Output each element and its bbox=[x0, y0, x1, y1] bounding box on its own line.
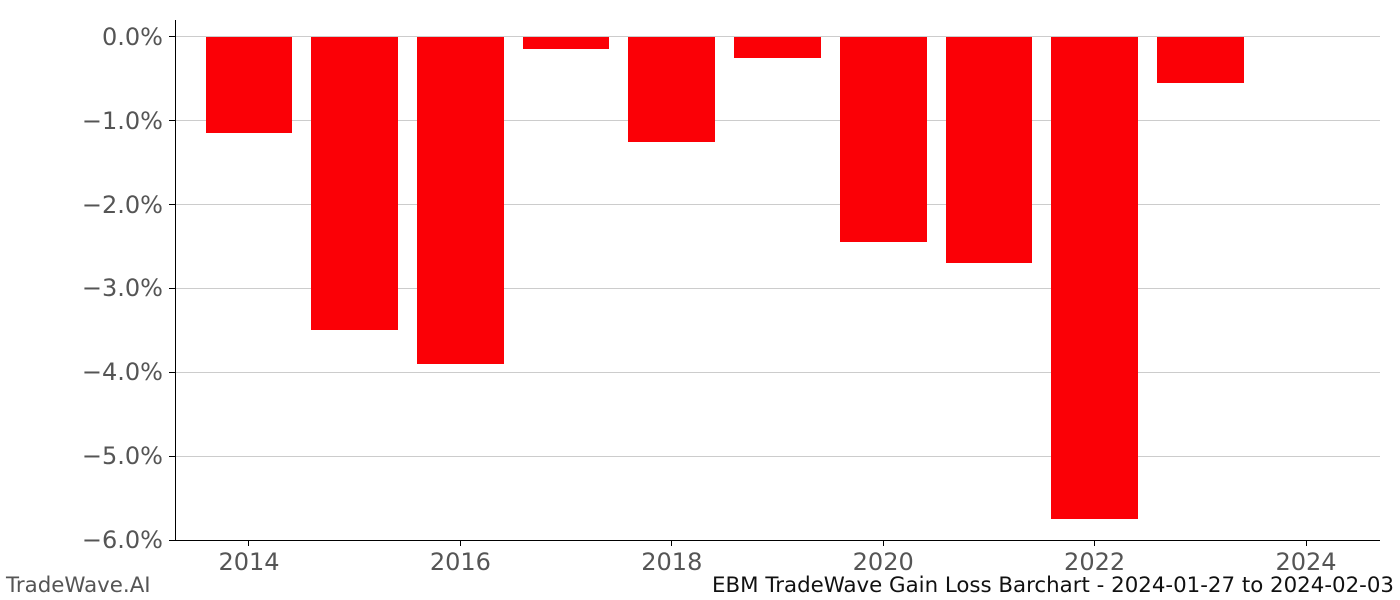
bar bbox=[734, 37, 821, 58]
y-tick-label: −2.0% bbox=[82, 191, 163, 219]
x-tick-mark bbox=[1306, 540, 1307, 546]
bar bbox=[946, 37, 1033, 263]
x-tick-label: 2022 bbox=[1064, 548, 1125, 576]
plot-area: 0.0%−1.0%−2.0%−3.0%−4.0%−5.0%−6.0%201420… bbox=[175, 20, 1380, 540]
y-tick-label: 0.0% bbox=[102, 23, 163, 51]
footer-right-label: EBM TradeWave Gain Loss Barchart - 2024-… bbox=[712, 573, 1394, 598]
x-axis-spine bbox=[175, 540, 1380, 541]
bar bbox=[1157, 37, 1244, 83]
x-tick-label: 2014 bbox=[218, 548, 279, 576]
x-tick-mark bbox=[248, 540, 249, 546]
x-tick-label: 2018 bbox=[641, 548, 702, 576]
bar bbox=[206, 37, 293, 133]
x-tick-label: 2016 bbox=[430, 548, 491, 576]
footer-left-label: TradeWave.AI bbox=[6, 573, 151, 598]
y-tick-label: −3.0% bbox=[82, 274, 163, 302]
y-tick-label: −5.0% bbox=[82, 442, 163, 470]
y-grid-line bbox=[175, 456, 1380, 457]
y-tick-label: −4.0% bbox=[82, 358, 163, 386]
bar bbox=[523, 37, 610, 50]
y-tick-label: −6.0% bbox=[82, 526, 163, 554]
x-tick-mark bbox=[671, 540, 672, 546]
y-grid-line bbox=[175, 372, 1380, 373]
bar bbox=[311, 37, 398, 331]
bar bbox=[417, 37, 504, 364]
bar bbox=[628, 37, 715, 142]
bar bbox=[1051, 37, 1138, 519]
bar bbox=[840, 37, 927, 242]
y-axis-spine bbox=[175, 20, 176, 540]
x-tick-label: 2020 bbox=[853, 548, 914, 576]
x-tick-label: 2024 bbox=[1275, 548, 1336, 576]
x-tick-mark bbox=[1094, 540, 1095, 546]
x-tick-mark bbox=[460, 540, 461, 546]
chart-figure: 0.0% −1.0% −2.0% −3.0% −4.0% −5.0% −6.0% 2014 20… bbox=[0, 0, 1400, 600]
y-tick-label: −1.0% bbox=[82, 107, 163, 135]
x-tick-mark bbox=[883, 540, 884, 546]
